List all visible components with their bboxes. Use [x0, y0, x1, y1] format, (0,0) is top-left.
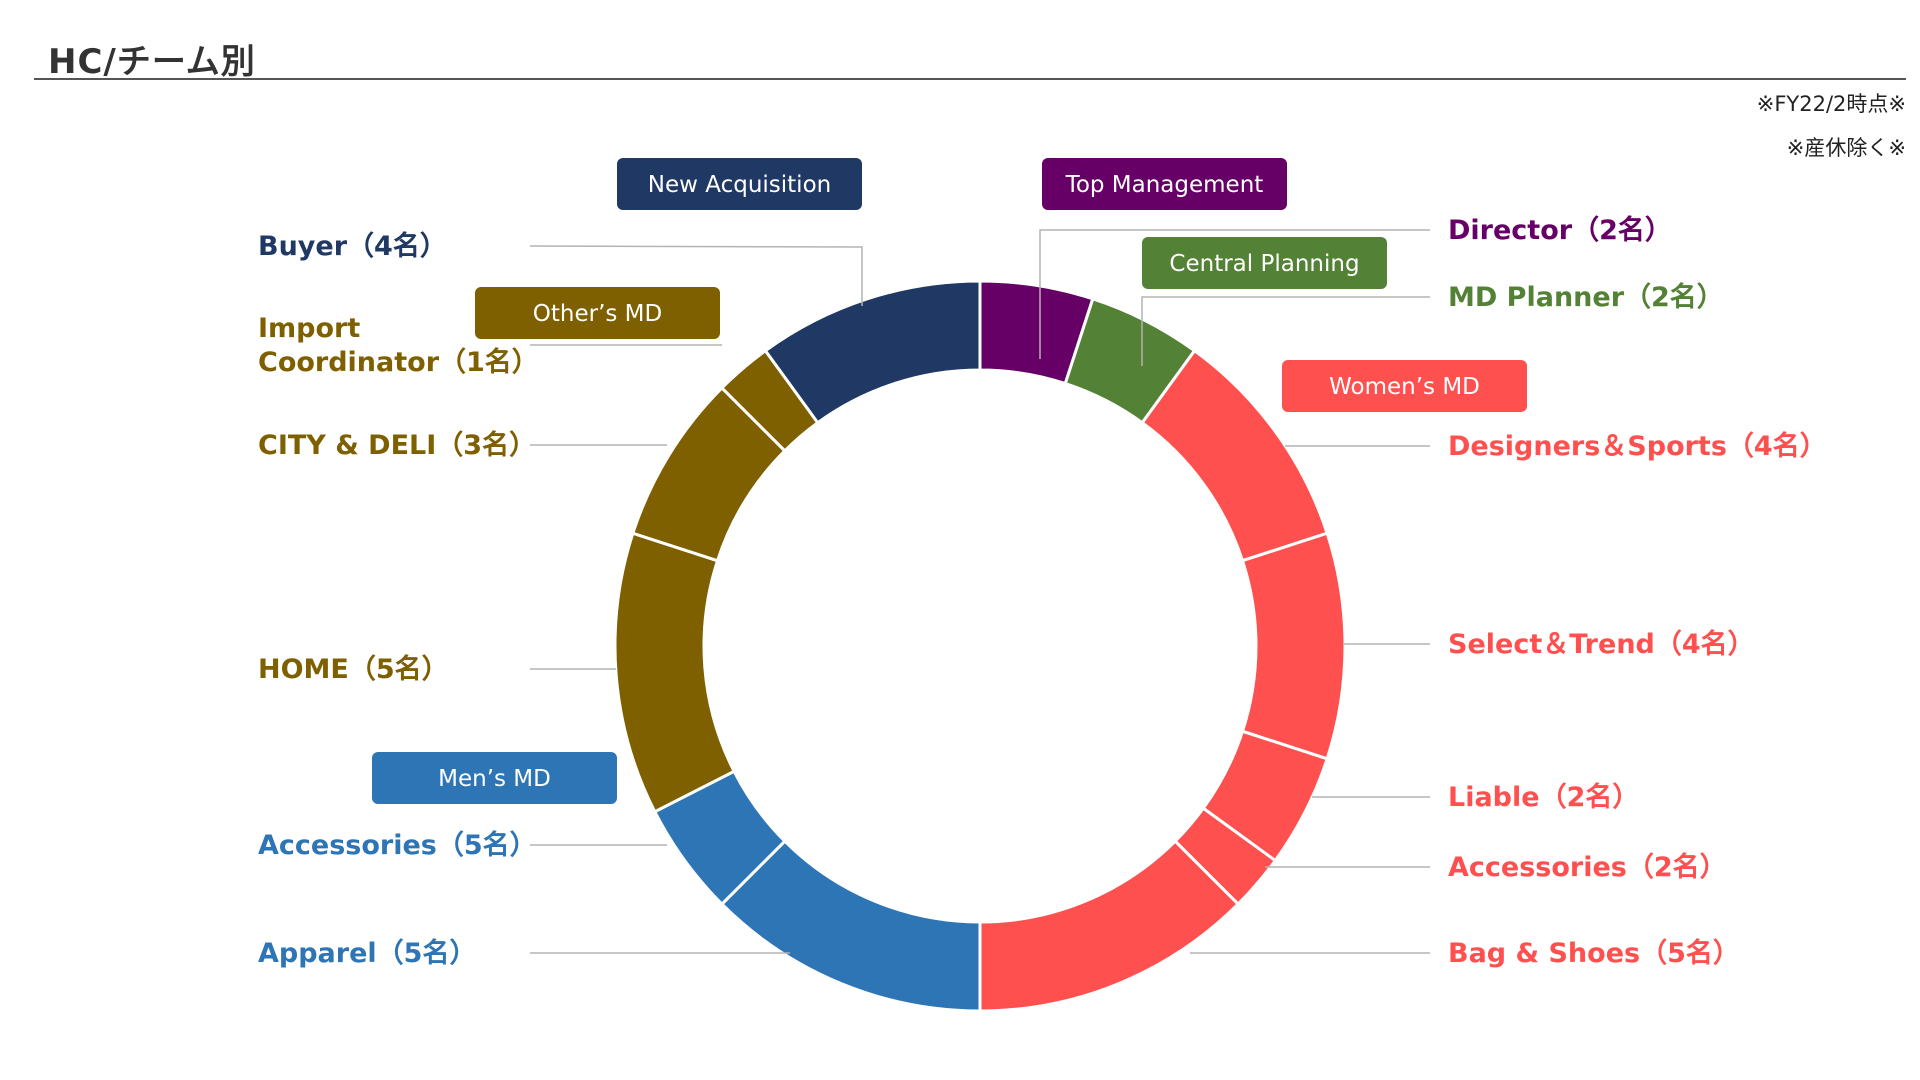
slice-label-md-planner-2: MD Planner（2名） — [1448, 281, 1724, 313]
page-title: HC/チーム別 — [48, 42, 256, 82]
slice-label-buyer-4: Buyer（4名） — [258, 230, 447, 262]
slice-label-home-5: HOME（5名） — [258, 653, 449, 685]
group-badge-label-top-management: Top Management — [1065, 172, 1264, 198]
leader-line-2 — [1141, 296, 1430, 366]
group-badge-central-planning: Central Planning — [1142, 237, 1387, 289]
group-badge-label-men-s-md: Men’s MD — [438, 766, 551, 792]
leader-line-1 — [1039, 229, 1430, 359]
donut-slice-10-home-5 — [613, 531, 737, 814]
as-of-note: ※FY22/2時点※ — [1756, 92, 1906, 116]
exclusion-note: ※産休除く※ — [1786, 136, 1906, 160]
slice-label-city-deli-3: CITY & DELI（3名） — [258, 429, 536, 461]
slice-label-import-coordinator-1: Import Coordinator（1名） — [258, 313, 539, 378]
group-badge-new-acquisition: New Acquisition — [617, 158, 862, 210]
slice-label-apparel-5: Apparel（5名） — [258, 937, 476, 969]
group-badge-top-management: Top Management — [1042, 158, 1287, 210]
leader-lines — [529, 229, 1430, 954]
group-badge-men-s-md: Men’s MD — [372, 752, 617, 804]
group-badge-label-other-s-md: Other’s MD — [533, 301, 662, 327]
group-badge-women-s-md: Women’s MD — [1282, 360, 1527, 412]
donut-slice-7-bag-shoes-5 — [978, 839, 1241, 1013]
leader-line-13 — [529, 245, 863, 306]
title-divider — [34, 78, 1906, 80]
group-badge-label-women-s-md: Women’s MD — [1329, 374, 1480, 400]
slice-label-director-2: Director（2名） — [1448, 214, 1672, 246]
slice-label-liable-2: Liable（2名） — [1448, 781, 1639, 813]
donut-slices — [613, 279, 1347, 1013]
donut-slice-13-buyer-4 — [763, 279, 982, 425]
donut-slice-4-select-trend-4 — [1240, 531, 1347, 761]
group-badge-other-s-md: Other’s MD — [475, 287, 720, 339]
slice-label-select-trend-4: Select＆Trend（4名） — [1448, 628, 1755, 660]
slice-label-accessories-2: Accessories（2名） — [1448, 851, 1727, 883]
group-badge-label-central-planning: Central Planning — [1169, 251, 1359, 277]
group-badge-label-new-acquisition: New Acquisition — [648, 172, 831, 198]
slice-label-accessories-5: Accessories（5名） — [258, 829, 537, 861]
slice-label-bag-shoes-5: Bag & Shoes（5名） — [1448, 937, 1740, 969]
group-badges: Top Management Central Planning Women’s MD… — [372, 158, 1527, 804]
slice-label-designers-sports-4: Designers＆Sports（4名） — [1448, 430, 1827, 462]
slice-labels: Director（2名） MD Planner（2名） Designers＆Spor… — [258, 214, 1827, 969]
